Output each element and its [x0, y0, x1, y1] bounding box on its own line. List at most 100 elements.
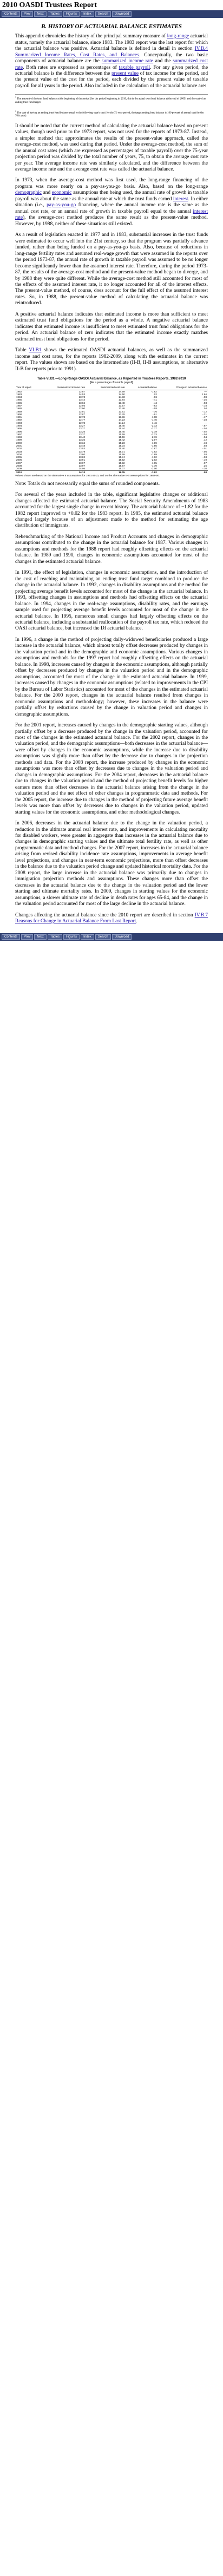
- table-cell: -.30: [202, 467, 207, 470]
- nav-button-tables[interactable]: Tables: [47, 934, 63, 940]
- table-cell: 1999: [16, 438, 22, 442]
- table-cell: 13.48: [119, 401, 125, 404]
- table-cell: -2.00: [151, 467, 157, 470]
- table-cell: -2.02: [151, 458, 157, 462]
- table-cell: 14.33: [119, 396, 125, 399]
- inline-link[interactable]: VI.B1: [29, 348, 42, 353]
- nav-button-search[interactable]: Search: [95, 11, 111, 17]
- table-cell: -1.46: [151, 418, 157, 422]
- table-cell: 14.50: [119, 392, 125, 396]
- table-row: 1992 12.77 14.23 -1.46 -.38: [15, 418, 208, 421]
- table-column-header: Actuarial balance: [126, 385, 158, 390]
- nav-button-next[interactable]: Next: [34, 934, 47, 940]
- table-cell: 13.84: [119, 398, 125, 402]
- nav-button-prev[interactable]: Prev: [21, 11, 34, 17]
- inline-link[interactable]: interest rate: [15, 208, 208, 221]
- table-cell: 2003: [16, 450, 22, 453]
- table-cell: 15.42: [119, 438, 125, 442]
- table-row: 1987 12.95 13.57 -.62 -.18: [15, 404, 208, 407]
- nav-button-next[interactable]: Next: [34, 11, 47, 17]
- inline-link[interactable]: pay-as-you-go: [47, 202, 76, 208]
- paragraph-text: shows the estimated OASDI actuarial bala…: [15, 348, 208, 372]
- nav-button-figures[interactable]: Figures: [63, 934, 80, 940]
- section-heading: B. HISTORY OF ACTUARIAL BALANCE ESTIMATE…: [41, 23, 182, 30]
- inline-link[interactable]: summarized cost rate: [15, 58, 208, 70]
- inline-link[interactable]: demographic: [15, 190, 42, 196]
- table-cell: -2.13: [151, 424, 157, 427]
- nav-button-tables[interactable]: Tables: [47, 11, 63, 17]
- table-subtitle: [As a percentage of taxable payroll]: [90, 381, 133, 385]
- nav-button-download[interactable]: Download: [112, 11, 132, 17]
- nav-button-search[interactable]: Search: [95, 934, 111, 940]
- paragraph-text: of tax income for the period, and the pr…: [15, 71, 208, 89]
- table-cell: -.62: [152, 404, 157, 408]
- paragraph-text: financing, where the annual income rate …: [15, 202, 208, 214]
- paragraph-text: . For any given period, the actuarial ba…: [15, 64, 208, 76]
- table-cell: .02: [153, 392, 157, 396]
- table-row: 1997 13.37 15.59 -2.23 -.04: [15, 433, 208, 436]
- inline-link[interactable]: present value: [111, 71, 139, 76]
- nav-button-figures[interactable]: Figures: [63, 11, 80, 17]
- table-cell: .04: [203, 407, 207, 410]
- table-cell: 1994: [16, 424, 22, 427]
- table-cell: 12.77: [78, 418, 86, 422]
- actuarial-balance-table: Table VI.B1.—Long-Range OASDI Actuarial …: [15, 377, 208, 478]
- table-cell: 13.04: [78, 401, 86, 404]
- table-cell: 13.26: [78, 430, 86, 433]
- table-cell: .18: [203, 441, 207, 444]
- inline-link[interactable]: summarized income rate: [101, 58, 153, 64]
- table-cell: 2002: [16, 447, 22, 450]
- table-cell: 14.06: [78, 467, 86, 470]
- table-cell: 14.24: [119, 421, 125, 424]
- table-cell: -.03: [202, 456, 207, 459]
- table-cell: 15.45: [119, 430, 125, 433]
- inline-link[interactable]: economic: [51, 190, 72, 196]
- table-row: 1994 13.27 15.40 -2.13 -.67: [15, 424, 208, 427]
- footnote-text: The amount of the trust fund balance at …: [15, 98, 206, 104]
- nav-button-contents[interactable]: Contents: [2, 934, 21, 940]
- table-cell: 14.13: [41, 470, 87, 474]
- inline-link[interactable]: IV.B.4 Summarized Income Rates, Cost Rat…: [15, 46, 208, 58]
- table-cell: 2010: [15, 470, 41, 474]
- table-cell: 15.34: [119, 444, 125, 447]
- main-content: B. HISTORY OF ACTUARIAL BALANCE ESTIMATE…: [0, 23, 223, 933]
- paragraph-text: actuarial status, namely the actuarial b…: [15, 34, 208, 52]
- footnotes: 1 The amount of the trust fund balance a…: [15, 94, 208, 118]
- nav-button-prev[interactable]: Prev: [21, 934, 34, 940]
- table-cell: -.18: [202, 404, 207, 408]
- table-cell: 15.69: [119, 453, 125, 456]
- table-cell: .25: [203, 464, 207, 467]
- inline-link[interactable]: taxable payroll: [119, 64, 150, 70]
- nav-button-download[interactable]: Download: [112, 934, 132, 940]
- table-cell: -1.95: [151, 461, 157, 464]
- table-cell: 13.61: [119, 410, 125, 413]
- table-cell: 12.91: [78, 410, 86, 413]
- table-row: 1982 12.87 14.69 -1.82 —: [15, 390, 208, 393]
- paragraph-balance-meaning: A positive actuarial balance indicates t…: [15, 311, 208, 342]
- table-cell: -1.92: [126, 470, 158, 474]
- table-row: 2000 13.34 15.23 -1.89 .18: [15, 442, 208, 444]
- nav-button-index[interactable]: Index: [81, 11, 94, 17]
- table-cell: 1998: [16, 436, 22, 439]
- nav-button-index[interactable]: Index: [81, 934, 94, 940]
- table-column-header: Summarized cost rate: [86, 385, 126, 390]
- table-cell: 1992: [16, 418, 22, 422]
- table-cell: -1.92: [151, 450, 157, 453]
- table-cell: 12.87: [78, 390, 86, 393]
- inline-link[interactable]: IV.B.7 Reasons for Change in Actuarial B…: [15, 912, 208, 925]
- table-cell: 2005: [16, 456, 22, 459]
- paragraph-text: and the: [153, 58, 173, 64]
- data-table: Year of report Summarized income rate Summ…: [15, 385, 208, 474]
- inline-link[interactable]: long-range: [167, 34, 189, 40]
- paragraph-text: . Both rates are expressed as percentage…: [23, 64, 119, 70]
- table-row: 1991 12.78 13.86 -1.08 -.17: [15, 416, 208, 418]
- nav-button-contents[interactable]: Contents: [2, 11, 21, 17]
- table-row: 1996 13.26 15.45 -2.19 -.02: [15, 430, 208, 433]
- table-row: 2003 13.79 15.71 -1.92 -.05: [15, 450, 208, 453]
- table-cell: 1993: [16, 421, 22, 424]
- paragraph-intro: This appendix chronicles the history of …: [15, 34, 208, 89]
- table-cell: 1987: [16, 404, 22, 408]
- table-cell: 13.97: [78, 461, 86, 464]
- table-cell: 13.27: [78, 424, 86, 427]
- inline-link[interactable]: interest: [173, 196, 188, 202]
